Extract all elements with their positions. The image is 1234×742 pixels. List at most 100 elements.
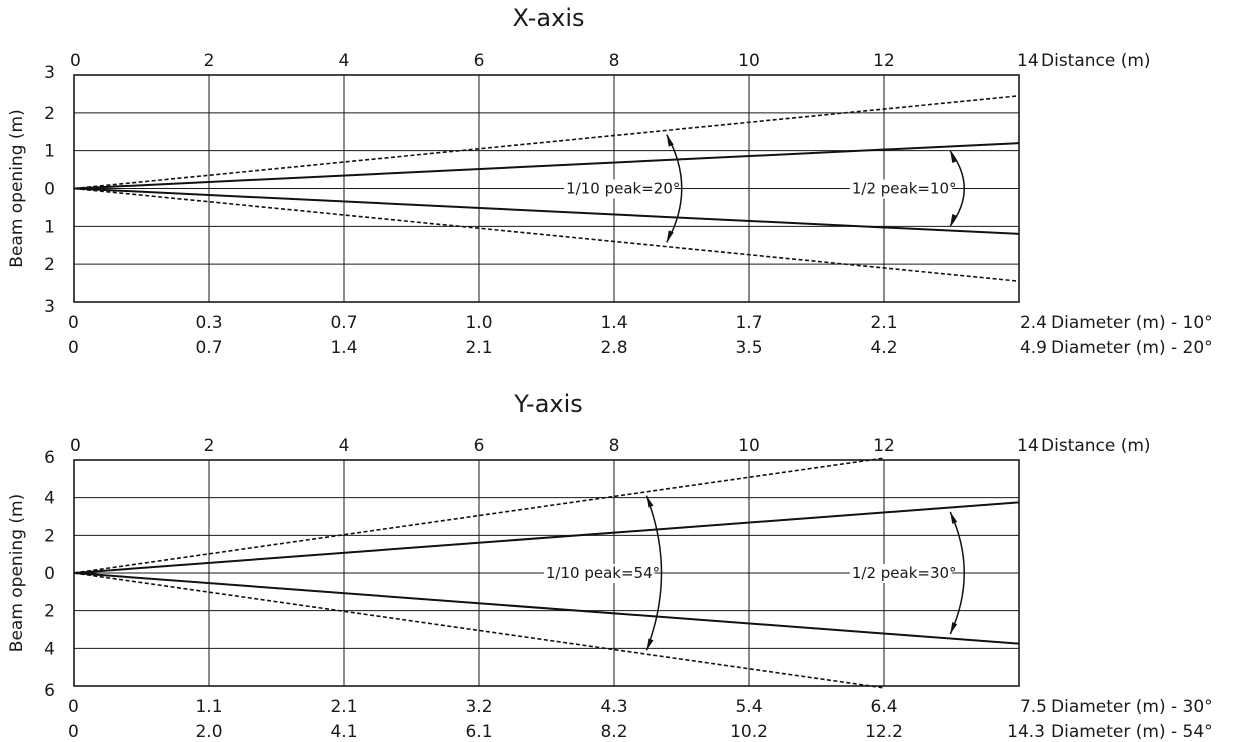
angle-arc: 1/2 peak=10° — [849, 150, 965, 227]
annotation-bg — [543, 564, 655, 583]
x-axis-label: Distance (m) — [1041, 51, 1151, 71]
x-tick-label: 6 — [474, 436, 485, 456]
angle-annotation: 1/10 peak=20° — [566, 180, 680, 198]
x-tick-label: 4 — [339, 436, 350, 456]
annotation-bg — [849, 564, 953, 583]
x-tick-label: 14 — [1017, 436, 1039, 456]
chart-title: Y-axis — [513, 390, 583, 418]
y-tick-label: 2 — [44, 602, 55, 622]
chart-1: Y-axis 0 2 4 6 8 10 12 14 Distance (m) 6 4 2 0 2 4 6 Beam… — [7, 390, 1213, 742]
beam-line-lower-solid — [73, 187, 1020, 235]
x-tick-label: 12 — [873, 51, 895, 71]
diameter-row-label: Diameter (m) - 10° — [1051, 313, 1213, 333]
x-tick-label: 2 — [204, 51, 215, 71]
arrowhead-icon — [950, 511, 958, 524]
x-tick-label: 10 — [738, 51, 760, 71]
diameter-value: 8.2 — [600, 722, 627, 742]
beam-line-upper-solid — [73, 142, 1020, 190]
arc-path — [666, 134, 683, 243]
angle-annotation: 1/2 peak=10° — [852, 180, 957, 198]
diameter-value: 2.1 — [465, 338, 492, 358]
x-tick-label: 0 — [70, 51, 81, 71]
arrowhead-icon — [666, 230, 674, 243]
diameter-value: 2.4 — [1020, 313, 1047, 333]
diameter-value: 2.8 — [600, 338, 627, 358]
y-tick-label: 4 — [44, 639, 55, 659]
diameter-value: 1.0 — [465, 313, 492, 333]
beam-line-upper-solid — [73, 501, 1020, 574]
y-tick-label: 0 — [44, 180, 55, 200]
arc-path — [949, 511, 965, 635]
beam-line-lower-solid — [73, 572, 1020, 645]
x-tick-label: 10 — [738, 436, 760, 456]
diameter-value: 2.0 — [195, 722, 222, 742]
diameter-value: 0.7 — [330, 313, 357, 333]
diameter-value: 5.4 — [735, 697, 762, 717]
annotation-bg — [564, 179, 675, 199]
angle-annotation: 1/2 peak=30° — [852, 564, 957, 582]
x-tick-label: 14 — [1017, 51, 1039, 71]
y-tick-label: 2 — [44, 255, 55, 275]
beam-line-upper-dashed — [73, 95, 1020, 190]
diameter-value: 1.4 — [600, 313, 627, 333]
diameter-value: 12.2 — [865, 722, 903, 742]
x-tick-label: 8 — [609, 51, 620, 71]
arrowhead-icon — [950, 151, 958, 164]
angle-annotation: 1/10 peak=54° — [546, 564, 660, 582]
beam-line-lower-dashed — [73, 187, 1020, 282]
diameter-value: 3.2 — [465, 697, 492, 717]
diameter-value: 6.1 — [465, 722, 492, 742]
diameter-value: 0 — [68, 313, 79, 333]
angle-arc: 1/2 peak=30° — [849, 511, 965, 635]
diameter-value: 4.9 — [1020, 338, 1047, 358]
y-tick-label: 1 — [44, 142, 55, 162]
diameter-value: 4.2 — [870, 338, 897, 358]
x-tick-label: 0 — [70, 436, 81, 456]
diameter-value: 1.1 — [195, 697, 222, 717]
diameter-value: 3.5 — [735, 338, 762, 358]
y-tick-label: 3 — [44, 297, 55, 317]
x-tick-label: 6 — [474, 51, 485, 71]
arrowhead-icon — [666, 134, 674, 147]
arrowhead-icon — [950, 622, 958, 635]
y-tick-label: 2 — [44, 526, 55, 546]
x-axis-label: Distance (m) — [1041, 436, 1151, 456]
diameter-value: 2.1 — [330, 697, 357, 717]
angle-arc: 1/10 peak=20° — [564, 134, 683, 243]
y-tick-label: 1 — [44, 217, 55, 237]
x-tick-label: 2 — [204, 436, 215, 456]
diameter-value: 10.2 — [730, 722, 768, 742]
y-axis-label: Beam opening (m) — [7, 109, 27, 267]
arrowhead-icon — [646, 638, 654, 651]
diameter-value: 14.3 — [1007, 722, 1045, 742]
y-tick-label: 6 — [44, 681, 55, 701]
x-tick-label: 4 — [339, 51, 350, 71]
y-tick-label: 0 — [44, 564, 55, 584]
arrowhead-icon — [950, 213, 958, 226]
diameter-value: 0 — [68, 722, 79, 742]
diameter-row-label: Diameter (m) - 30° — [1051, 697, 1213, 717]
diameter-value: 0.3 — [195, 313, 222, 333]
diameter-value: 6.4 — [870, 697, 897, 717]
diameter-value: 0 — [68, 697, 79, 717]
diameter-value: 4.3 — [600, 697, 627, 717]
y-tick-label: 3 — [44, 63, 55, 83]
angle-arc: 1/10 peak=54° — [543, 495, 663, 651]
y-tick-label: 2 — [44, 104, 55, 124]
y-axis-label: Beam opening (m) — [7, 494, 27, 652]
x-tick-label: 12 — [873, 436, 895, 456]
diameter-row-label: Diameter (m) - 20° — [1051, 338, 1213, 358]
diameter-value: 7.5 — [1020, 697, 1047, 717]
diameter-value: 4.1 — [330, 722, 357, 742]
x-tick-label: 8 — [609, 436, 620, 456]
chart-title: X-axis — [513, 4, 585, 32]
diameter-value: 1.7 — [735, 313, 762, 333]
arc-path — [645, 495, 663, 651]
diameter-row-label: Diameter (m) - 54° — [1051, 722, 1213, 742]
diameter-value: 1.4 — [330, 338, 357, 358]
arrowhead-icon — [646, 495, 654, 508]
diameter-value: 2.1 — [870, 313, 897, 333]
diameter-value: 0.7 — [195, 338, 222, 358]
